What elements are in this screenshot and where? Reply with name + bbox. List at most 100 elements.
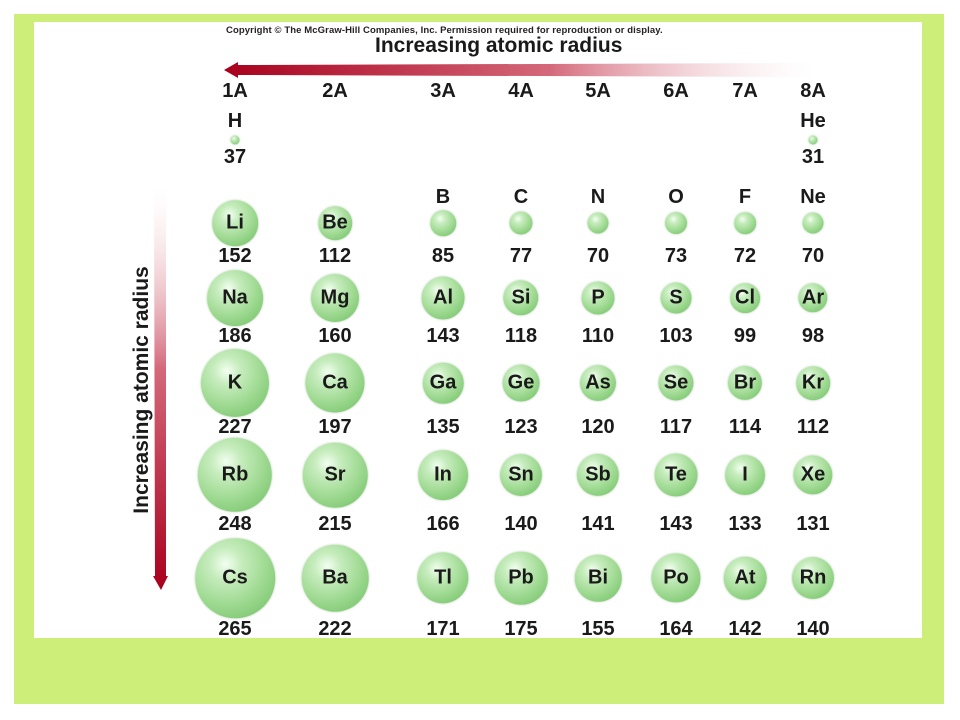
atom-sphere-rb <box>197 437 273 513</box>
atom-sphere-as <box>580 365 616 401</box>
element-symbol-al: Al <box>433 286 453 309</box>
atomic-radius-value-k: 227 <box>218 416 252 438</box>
atomic-radius-value-mg: 160 <box>318 325 352 347</box>
atom-sphere-ca <box>305 353 365 413</box>
element-symbol-ar: Ar <box>801 286 825 309</box>
atomic-radius-value-sr: 215 <box>318 513 352 535</box>
element-symbol-br: Br <box>733 371 757 394</box>
atomic-radius-value-be: 112 <box>318 245 352 267</box>
element-symbol-cs: Cs <box>222 566 248 589</box>
atom-sphere-ba <box>301 544 369 612</box>
group-label-8a: 8A <box>800 80 826 102</box>
element-symbol-mg: Mg <box>320 286 350 309</box>
element-symbol-ba: Ba <box>322 566 348 589</box>
atomic-radius-value-in: 166 <box>426 513 460 535</box>
atom-sphere-c <box>509 211 533 235</box>
atomic-radius-value-sb: 141 <box>581 513 615 535</box>
atom-sphere-ga <box>422 362 464 404</box>
atomic-radius-value-ge: 123 <box>504 416 538 438</box>
atom-sphere-kr <box>796 366 830 400</box>
element-symbol-h: H <box>227 110 243 132</box>
element-symbol-i: I <box>742 463 748 486</box>
element-symbol-xe: Xe <box>800 463 826 486</box>
atomic-radius-value-ba: 222 <box>318 618 352 640</box>
atom-sphere-b <box>430 210 456 236</box>
atomic-radius-value-p: 110 <box>581 325 615 347</box>
atom-sphere-bi <box>574 554 622 602</box>
element-symbol-kr: Kr <box>801 371 825 394</box>
element-symbol-ne: Ne <box>800 186 826 208</box>
group-label-1a: 1A <box>222 80 248 102</box>
atomic-radius-value-at: 142 <box>728 618 762 640</box>
element-symbol-he: He <box>800 110 826 132</box>
element-symbol-as: As <box>585 371 611 394</box>
atom-sphere-na <box>207 270 263 326</box>
atom-sphere-n <box>587 212 609 234</box>
atomic-radius-value-cl: 99 <box>733 325 757 347</box>
element-symbol-na: Na <box>222 286 248 309</box>
element-symbol-o: O <box>668 186 684 208</box>
atomic-radius-value-i: 133 <box>728 513 762 535</box>
element-symbol-n: N <box>590 186 606 208</box>
atom-sphere-si <box>503 280 539 316</box>
element-symbol-b: B <box>435 186 451 208</box>
atom-sphere-s <box>660 282 692 314</box>
element-symbol-s: S <box>669 286 683 309</box>
atom-sphere-se <box>658 365 694 401</box>
atomic-radius-value-xe: 131 <box>796 513 830 535</box>
atomic-radius-value-ca: 197 <box>318 416 352 438</box>
atomic-radius-value-ne: 70 <box>801 245 825 267</box>
atom-sphere-rn <box>792 557 834 599</box>
horizontal-arrow <box>224 62 815 78</box>
element-symbol-at: At <box>734 566 756 589</box>
group-label-2a: 2A <box>322 80 348 102</box>
element-symbol-rn: Rn <box>799 566 827 589</box>
element-symbol-rb: Rb <box>221 463 249 486</box>
atom-sphere-mg <box>311 274 359 322</box>
atomic-radius-value-ga: 135 <box>426 416 460 438</box>
element-symbol-sn: Sn <box>508 463 534 486</box>
atomic-radius-value-rn: 140 <box>796 618 830 640</box>
vertical-axis-title: Increasing atomic radius <box>130 266 153 514</box>
atomic-radius-value-c: 77 <box>509 245 533 267</box>
element-symbol-sr: Sr <box>324 463 346 486</box>
element-symbol-bi: Bi <box>588 566 608 589</box>
atom-sphere-at <box>723 556 767 600</box>
atomic-radius-value-po: 164 <box>659 618 693 640</box>
atom-sphere-al <box>421 276 465 320</box>
atomic-radius-value-pb: 175 <box>504 618 538 640</box>
element-symbol-cl: Cl <box>735 286 755 309</box>
atom-sphere-in <box>418 450 468 500</box>
atom-sphere-he <box>808 135 818 145</box>
element-symbol-ge: Ge <box>507 371 535 394</box>
element-symbol-c: C <box>513 186 529 208</box>
atom-sphere-cs <box>195 538 275 618</box>
group-label-4a: 4A <box>508 80 534 102</box>
element-symbol-se: Se <box>663 371 689 394</box>
atom-sphere-te <box>654 453 698 497</box>
atom-sphere-i <box>725 455 765 495</box>
group-label-3a: 3A <box>430 80 456 102</box>
element-symbol-f: F <box>738 186 752 208</box>
element-symbol-k: K <box>227 371 243 394</box>
element-symbol-sb: Sb <box>585 463 611 486</box>
element-symbol-in: In <box>434 463 452 486</box>
atomic-radius-value-si: 118 <box>504 325 538 347</box>
atomic-radius-value-se: 117 <box>659 416 693 438</box>
atom-sphere-h <box>230 135 240 145</box>
atom-sphere-o <box>665 212 687 234</box>
atom-sphere-p <box>581 281 615 315</box>
atom-sphere-po <box>651 553 701 603</box>
atom-sphere-sn <box>500 454 542 496</box>
atom-sphere-sr <box>302 442 368 508</box>
atomic-radius-value-ar: 98 <box>801 325 825 347</box>
element-symbol-be: Be <box>322 211 348 234</box>
atomic-radius-value-li: 152 <box>218 245 252 267</box>
element-symbol-tl: Tl <box>434 566 452 589</box>
atomic-radius-value-as: 120 <box>581 416 615 438</box>
atom-sphere-ne <box>802 212 824 234</box>
atomic-radius-value-te: 143 <box>659 513 693 535</box>
atomic-radius-value-rb: 248 <box>218 513 252 535</box>
atomic-radius-value-al: 143 <box>426 325 460 347</box>
